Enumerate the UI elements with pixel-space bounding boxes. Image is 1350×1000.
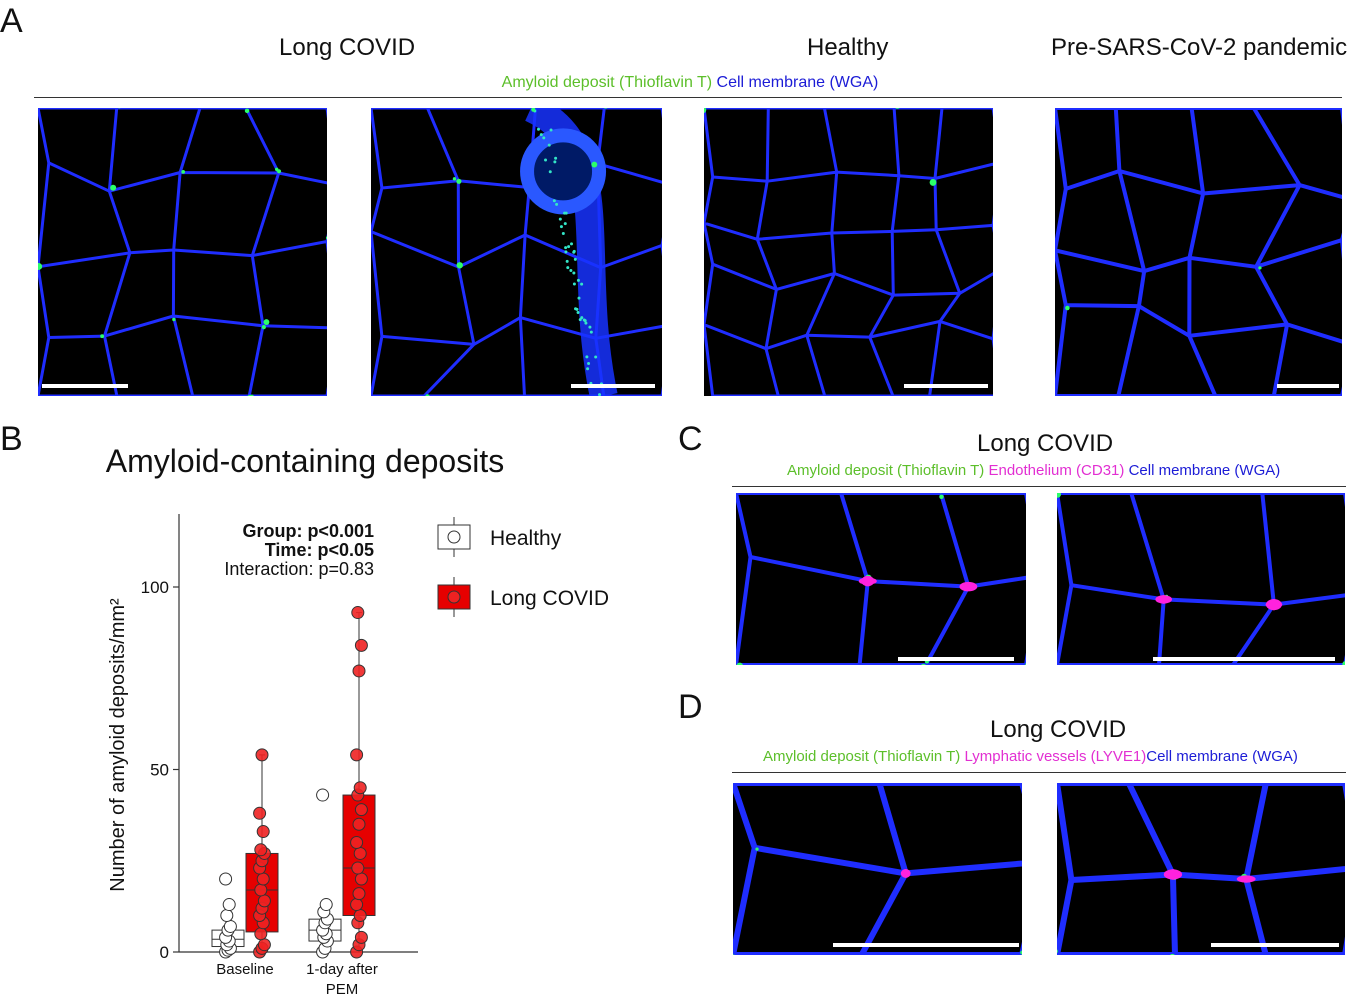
stat-time: Time: p<0.05 (265, 540, 374, 560)
point-long-covid (352, 664, 366, 678)
panel-label-b: B (0, 420, 23, 458)
amyloid-box-chart: Amyloid-containing deposits 0 50 100 Number … (106, 443, 609, 998)
chart-title: Amyloid-containing deposits (106, 443, 504, 479)
micrograph-a2 (371, 108, 662, 396)
point-long-covid (354, 930, 368, 944)
point-long-covid (353, 781, 367, 795)
panel-d-title: Long COVID (990, 716, 1127, 743)
point-long-covid (256, 825, 270, 839)
y-tick-label: 50 (150, 761, 169, 780)
x-tick-label: Baseline (216, 961, 274, 978)
legend-lyve1: Lymphatic vessels (LYVE1) (964, 748, 1147, 765)
micrograph-c1 (736, 493, 1026, 665)
panel-c-divider (732, 486, 1346, 487)
point-long-covid (354, 638, 368, 652)
point-long-covid (353, 909, 367, 922)
panel-label-d: D (678, 688, 703, 726)
legend-cd31: Endothelium (CD31) (988, 462, 1125, 479)
point-healthy (219, 872, 233, 886)
legend-thioflavin: Amyloid deposit (Thioflavin T) (501, 74, 713, 91)
point-long-covid (354, 803, 368, 817)
panel-a-legend: Amyloid deposit (Thioflavin T) Cell memb… (0, 74, 1350, 92)
legend-healthy: Healthy (437, 517, 562, 557)
legend-thioflavin: Amyloid deposit (Thioflavin T) (763, 748, 961, 765)
point-long-covid (353, 846, 367, 860)
point-long-covid (352, 817, 366, 831)
legend-long-covid: Long COVID (437, 577, 609, 617)
legend-thioflavin: Amyloid deposit (Thioflavin T) (787, 462, 985, 479)
panel-c-title: Long COVID (977, 430, 1114, 457)
point-long-covid (255, 748, 269, 762)
panel-a-divider (34, 97, 1342, 98)
point-long-covid (257, 894, 271, 908)
point-long-covid (354, 872, 368, 886)
y-tick-label: 0 (160, 943, 169, 962)
point-long-covid (352, 887, 366, 901)
point-long-covid (351, 861, 365, 875)
point-healthy (319, 898, 333, 912)
panel-d-legend: Amyloid deposit (Thioflavin T) Lymphatic… (763, 748, 1298, 765)
micrograph-a3 (704, 108, 993, 396)
point-healthy (316, 788, 330, 802)
panel-label-c: C (678, 420, 703, 458)
point-healthy (223, 919, 237, 933)
y-tick-label: 100 (141, 578, 169, 597)
point-long-covid (254, 843, 268, 857)
point-long-covid (350, 836, 364, 849)
micrograph-a4 (1055, 108, 1342, 396)
point-healthy (222, 898, 236, 912)
point-long-covid (253, 806, 267, 820)
svg-text:Long COVID: Long COVID (490, 587, 609, 610)
legend-wga: Cell membrane (WGA) (1146, 748, 1298, 765)
legend-wga: Cell membrane (WGA) (1128, 462, 1281, 479)
micrograph-a1 (38, 108, 327, 396)
x-tick-label: PEM (326, 981, 359, 998)
point-long-covid (257, 938, 271, 952)
panel-a-title-long-covid: Long COVID (279, 34, 416, 61)
panel-a-title-pre-pandemic: Pre-SARS-CoV-2 pandemic (1051, 34, 1348, 61)
point-long-covid (254, 927, 268, 941)
panel-c-legend: Amyloid deposit (Thioflavin T) Endotheli… (787, 462, 1280, 479)
stat-group: Group: p<0.001 (242, 521, 374, 541)
y-axis-label: Number of amyloid deposits/mm² (107, 598, 129, 892)
point-long-covid (256, 872, 270, 886)
stat-interaction: Interaction: p=0.83 (224, 559, 374, 579)
micrograph-d1 (733, 783, 1022, 955)
legend-wga: Cell membrane (WGA) (716, 74, 879, 91)
panel-d-divider (732, 772, 1346, 773)
micrograph-d2 (1057, 783, 1345, 955)
micrograph-c2 (1057, 493, 1345, 665)
panel-label-a: A (0, 2, 23, 40)
svg-text:Healthy: Healthy (490, 527, 562, 550)
point-long-covid (350, 898, 364, 912)
point-long-covid (351, 606, 365, 620)
x-tick-label: 1-day after (306, 961, 378, 978)
point-long-covid (254, 883, 268, 897)
point-long-covid (350, 748, 364, 762)
panel-a-title-healthy: Healthy (807, 34, 889, 61)
point-healthy (220, 909, 234, 922)
